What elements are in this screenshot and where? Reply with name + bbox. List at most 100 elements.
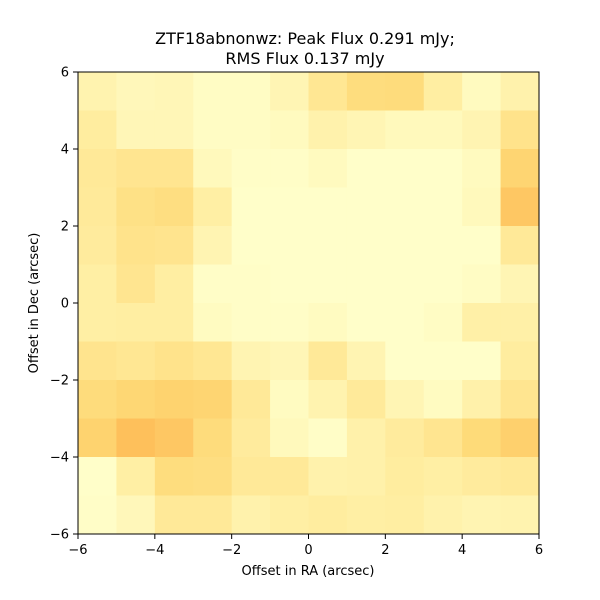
heatmap-cell <box>231 495 271 535</box>
heatmap-cells <box>78 72 540 535</box>
heatmap-cell <box>500 149 540 188</box>
y-tick-label: −6 <box>50 528 69 543</box>
heatmap-cell <box>231 380 271 419</box>
heatmap-cell <box>500 226 540 265</box>
heatmap-cell <box>116 418 156 458</box>
heatmap-cell <box>346 341 386 381</box>
heatmap-cell <box>193 149 233 188</box>
heatmap-cell <box>462 303 502 342</box>
heatmap-cell <box>462 380 502 419</box>
heatmap-cell <box>270 341 309 381</box>
heatmap-cell <box>116 457 156 496</box>
y-axis-label: Offset in Dec (arcsec) <box>27 233 42 374</box>
heatmap-cell <box>193 495 233 535</box>
heatmap-cell <box>346 149 386 188</box>
heatmap-cell <box>462 226 502 265</box>
heatmap-cell <box>346 457 386 496</box>
heatmap-cell <box>270 264 309 304</box>
heatmap-cell <box>231 418 271 458</box>
heatmap-cell <box>423 303 463 342</box>
heatmap-cell <box>500 110 540 150</box>
heatmap-cell <box>78 149 117 188</box>
y-tick-label: 0 <box>61 297 69 312</box>
x-tick-label: 4 <box>458 543 466 558</box>
heatmap-cell <box>462 495 502 535</box>
heatmap-cell <box>193 187 233 227</box>
heatmap-cell <box>231 457 271 496</box>
heatmap-cell <box>346 418 386 458</box>
heatmap-cell <box>231 149 271 188</box>
heatmap-cell <box>385 226 425 265</box>
heatmap-cell <box>154 380 194 419</box>
x-tick-label: −4 <box>145 543 164 558</box>
heatmap-cell <box>385 495 425 535</box>
heatmap-cell <box>154 149 194 188</box>
heatmap-cell <box>231 110 271 150</box>
heatmap-cell <box>462 418 502 458</box>
heatmap-cell <box>116 341 156 381</box>
heatmap-cell <box>193 110 233 150</box>
heatmap-cell <box>346 187 386 227</box>
heatmap-cell <box>308 457 348 496</box>
heatmap-cell <box>193 72 233 111</box>
heatmap-cell <box>385 149 425 188</box>
heatmap-cell <box>385 72 425 111</box>
heatmap-cell <box>78 495 117 535</box>
heatmap-cell <box>78 418 117 458</box>
heatmap-cell <box>193 226 233 265</box>
heatmap-cell <box>270 457 309 496</box>
heatmap-cell <box>385 418 425 458</box>
heatmap-cell <box>462 149 502 188</box>
heatmap-cell <box>78 303 117 342</box>
heatmap-cell <box>500 341 540 381</box>
heatmap-cell <box>270 110 309 150</box>
heatmap-cell <box>500 418 540 458</box>
x-tick-label: 6 <box>535 543 543 558</box>
heatmap-cell <box>116 495 156 535</box>
heatmap-cell <box>193 380 233 419</box>
heatmap-cell <box>308 264 348 304</box>
heatmap-cell <box>346 380 386 419</box>
heatmap-cell <box>308 187 348 227</box>
heatmap-cell <box>462 110 502 150</box>
heatmap-cell <box>154 72 194 111</box>
heatmap-cell <box>231 303 271 342</box>
heatmap-cell <box>231 187 271 227</box>
heatmap-cell <box>154 226 194 265</box>
x-axis-ticks: −6 −4 −2 0 2 4 6 <box>68 534 543 558</box>
heatmap-cell <box>154 264 194 304</box>
heatmap-cell <box>193 303 233 342</box>
chart-title-line-1: ZTF18abnonwz: Peak Flux 0.291 mJy; <box>155 29 455 48</box>
heatmap-cell <box>385 110 425 150</box>
x-tick-label: 0 <box>304 543 312 558</box>
heatmap-cell <box>500 380 540 419</box>
heatmap-cell <box>116 226 156 265</box>
heatmap-cell <box>462 72 502 111</box>
heatmap-cell <box>346 72 386 111</box>
heatmap-cell <box>116 149 156 188</box>
heatmap-cell <box>270 495 309 535</box>
heatmap-cell <box>154 495 194 535</box>
heatmap-cell <box>154 418 194 458</box>
heatmap-cell <box>116 187 156 227</box>
heatmap-cell <box>385 264 425 304</box>
heatmap-cell <box>154 303 194 342</box>
heatmap-cell <box>78 264 117 304</box>
heatmap-cell <box>423 187 463 227</box>
y-tick-label: 4 <box>61 143 69 158</box>
heatmap-cell <box>154 110 194 150</box>
heatmap-cell <box>423 264 463 304</box>
heatmap-cell <box>270 380 309 419</box>
heatmap-cell <box>385 457 425 496</box>
x-tick-label: −6 <box>68 543 87 558</box>
heatmap-cell <box>500 264 540 304</box>
heatmap-cell <box>423 495 463 535</box>
heatmap-cell <box>346 226 386 265</box>
heatmap-cell <box>193 264 233 304</box>
heatmap-cell <box>231 264 271 304</box>
heatmap-cell <box>423 72 463 111</box>
heatmap-cell <box>308 303 348 342</box>
heatmap-cell <box>270 226 309 265</box>
heatmap-cell <box>78 226 117 265</box>
